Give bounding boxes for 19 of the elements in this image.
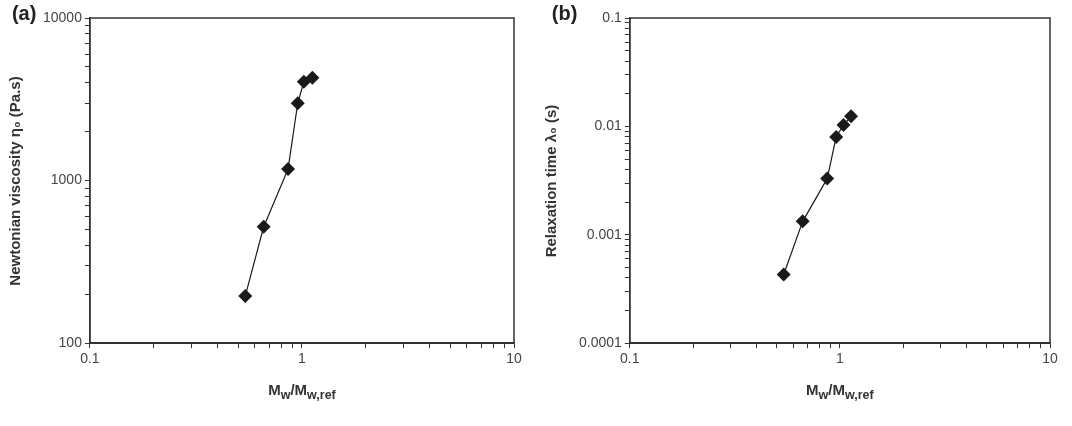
- x-tick-label: 10: [1042, 350, 1058, 367]
- chart-title: (a): [11, 2, 37, 25]
- x-tick-label: 1: [836, 350, 845, 367]
- x-tick-label: 0.1: [620, 350, 640, 367]
- y-axis-title: Relaxation time λ₀ (s): [541, 104, 559, 257]
- x-tick-label: 10: [506, 350, 522, 367]
- y-tick-label: 100: [58, 334, 83, 351]
- x-axis-title: M$_{w}$/M$_{w,ref}$: [267, 381, 337, 403]
- y-tick-label: 0.001: [586, 225, 623, 242]
- y-tick-label: 1000: [50, 171, 83, 188]
- y-tick-label: 0.01: [594, 117, 623, 134]
- y-tick-label: 0.0001: [578, 334, 623, 351]
- chart-title: (b): [551, 2, 578, 25]
- y-tick-label: 0.1: [602, 8, 623, 25]
- x-tick-label: 1: [298, 350, 307, 367]
- y-tick-label: 10000: [42, 8, 83, 25]
- x-axis-title: M$_{w}$/M$_{w,ref}$: [805, 381, 875, 403]
- y-axis-title: Newtonian viscosity η₀ (Pa.s): [5, 75, 23, 286]
- x-tick-label: 0.1: [80, 350, 100, 367]
